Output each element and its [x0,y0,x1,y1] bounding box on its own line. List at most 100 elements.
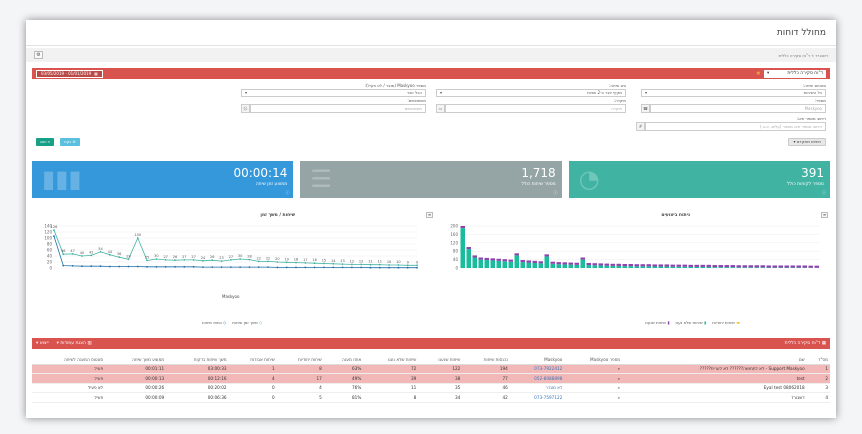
bar[interactable] [556,264,562,268]
bar[interactable] [460,226,466,229]
line-point[interactable] [62,253,65,256]
line-point[interactable] [323,266,325,269]
clear-button[interactable]: ⊘ נקה [60,138,80,146]
line-point[interactable] [369,263,372,266]
line-point[interactable] [108,253,111,256]
line-point[interactable] [164,259,167,261]
bar[interactable] [718,267,724,268]
bar[interactable] [526,262,532,268]
bar[interactable] [688,266,694,268]
bar[interactable] [670,266,676,268]
bar[interactable] [730,265,736,268]
legend-missed[interactable]: ▮ שיחות שלא נענו [675,320,707,325]
call-type-select[interactable]: מקיף יוצר ב-2 שניות ▾ [436,89,626,97]
bar[interactable] [568,262,574,265]
bar[interactable] [616,265,622,268]
bar[interactable] [664,266,670,268]
line-point[interactable] [146,259,148,262]
column-header[interactable]: אחוז מענה [323,355,364,365]
line-point[interactable] [220,260,223,262]
bar[interactable] [622,266,628,268]
bar[interactable] [646,264,652,267]
line-point[interactable] [62,264,65,267]
bar[interactable] [598,263,604,266]
column-header[interactable]: שיחות אבודות [228,355,277,365]
line-point[interactable] [90,254,93,257]
bar[interactable] [640,264,646,267]
bar[interactable] [508,259,514,262]
report-select[interactable]: ד"וח סקירה כללית ▾ [764,69,826,78]
column-header[interactable]: ממוצע משך שיחה [105,355,167,365]
column-header[interactable]: מספר Maskyoo [564,355,623,365]
bar[interactable] [622,264,628,267]
bar[interactable] [754,265,760,268]
line-point[interactable] [192,259,195,261]
bar[interactable] [700,266,706,268]
line-point[interactable] [136,237,139,239]
line-point[interactable] [276,261,279,263]
bar[interactable] [490,258,496,261]
mask-select[interactable]: הכל זוכר ▾ [241,89,426,97]
line-point[interactable] [341,263,344,265]
bar[interactable] [496,260,502,268]
call-status-select[interactable]: כל השיחות ▾ [641,89,826,97]
bar[interactable] [604,263,610,266]
line-point[interactable] [267,260,269,263]
bar[interactable] [598,265,604,268]
line-point[interactable] [146,265,148,268]
bar[interactable] [724,265,730,268]
bar[interactable] [748,267,754,268]
line-point[interactable] [416,264,418,267]
bar[interactable] [478,257,484,260]
line-point[interactable] [118,265,121,268]
bar[interactable] [472,255,478,258]
bar[interactable] [688,264,694,267]
table-cell[interactable]: 073-7597122 [509,392,565,403]
date-range-picker[interactable]: ▦ 01/01/2019 - 03/05/2019 [36,69,103,78]
line-point[interactable] [155,258,158,260]
line-point[interactable] [276,266,279,269]
bar[interactable] [562,262,568,265]
column-header[interactable]: Maskyoo [509,355,565,365]
table-cell[interactable]: לא מוגדר [509,383,565,393]
line-point[interactable] [248,258,251,261]
chart-menu-icon[interactable]: ≡ [426,212,433,218]
line-point[interactable] [211,266,214,268]
bar[interactable] [610,265,616,268]
line-point[interactable] [406,266,409,269]
line-point[interactable] [164,265,167,268]
bar[interactable] [484,260,490,268]
bar[interactable] [736,267,742,268]
line-point[interactable] [81,265,83,268]
legend-answered[interactable]: ▮ שיחות שנענו [645,320,670,325]
bar[interactable] [730,267,736,268]
bar[interactable] [682,266,688,268]
bar[interactable] [628,266,634,268]
bar[interactable] [580,257,586,260]
legend-duration[interactable]: ◇ משך זמן שיחות [232,320,263,325]
column-header[interactable]: מס"ד [806,355,830,365]
table-row[interactable]: 4 דשבורד ⌕ 073-7597122 42 34 8 81% 5 0 00:06:36 00:… [32,392,830,403]
bar[interactable] [574,262,580,265]
bar[interactable] [808,265,814,268]
line-point[interactable] [350,263,353,266]
line-point[interactable] [183,259,186,261]
line-point[interactable] [295,266,297,269]
run-button[interactable]: ⌕ הצג [36,138,55,146]
bar[interactable] [484,257,490,261]
bar[interactable] [676,266,682,268]
bar[interactable] [724,267,730,268]
line-point[interactable] [118,256,121,259]
line-point[interactable] [313,266,316,269]
extension-input[interactable]: תיקייה [445,104,626,113]
bar[interactable] [520,262,526,268]
legend-unique[interactable]: ▬ שיחות יחודיות [712,320,740,325]
destination-input[interactable]: משתמשים [250,104,426,113]
bar[interactable] [658,266,664,268]
bar[interactable] [592,265,598,268]
legend-count[interactable]: ◇ כמות שיחות [202,320,227,325]
star-icon[interactable]: ★ [755,70,761,77]
bar[interactable] [532,260,538,263]
line-point[interactable] [397,264,400,266]
bar[interactable] [742,265,748,268]
